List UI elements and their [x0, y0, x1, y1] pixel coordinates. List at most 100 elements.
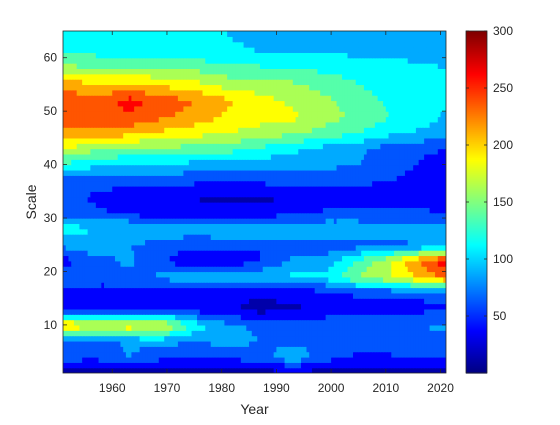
heatmap-cell: [303, 308, 308, 315]
heatmap-cell: [374, 218, 379, 224]
heatmap-cell: [207, 228, 212, 235]
heatmap-cell: [333, 319, 338, 326]
heatmap-cell: [158, 324, 163, 331]
heatmap-cell: [352, 234, 357, 240]
heatmap-cell: [147, 340, 152, 347]
heatmap-cell: [218, 346, 223, 353]
heatmap-cell: [114, 250, 119, 257]
heatmap-cell: [202, 324, 206, 331]
heatmap-cell: [161, 303, 165, 310]
heatmap-cell: [82, 185, 86, 192]
heatmap-cell: [298, 314, 302, 321]
heatmap-cell: [265, 324, 269, 331]
heatmap-cell: [314, 196, 319, 203]
heatmap-cell: [443, 330, 446, 337]
heatmap-cell: [156, 271, 160, 278]
heatmap-cell: [402, 207, 406, 214]
heatmap-cell: [205, 250, 209, 257]
heatmap-cell: [164, 250, 168, 257]
heatmap-cell: [273, 362, 277, 369]
heatmap-cell: [298, 367, 302, 373]
heatmap-cell: [164, 298, 168, 305]
heatmap-cell: [279, 191, 283, 198]
heatmap-cell: [257, 324, 261, 331]
heatmap-cell: [161, 202, 165, 208]
heatmap-cell: [243, 196, 247, 203]
heatmap-cell: [172, 218, 176, 224]
heatmap-cell: [347, 223, 351, 230]
heatmap-cell: [361, 191, 365, 198]
heatmap-cell: [65, 324, 70, 331]
heatmap-cell: [147, 266, 152, 273]
heatmap-cell: [355, 260, 360, 267]
heatmap-cell: [325, 260, 329, 267]
heatmap-cell: [383, 282, 387, 289]
heatmap-cell: [402, 324, 406, 331]
heatmap-cell: [177, 340, 182, 347]
heatmap-cell: [309, 351, 313, 358]
heatmap-cell: [156, 298, 160, 305]
heatmap-cell: [87, 292, 91, 299]
heatmap-cell: [295, 298, 299, 305]
heatmap-cell: [314, 292, 319, 299]
heatmap-cell: [287, 340, 291, 347]
heatmap-cell: [399, 239, 403, 246]
heatmap-cell: [311, 266, 316, 273]
heatmap-cell: [372, 223, 376, 230]
heatmap-cell: [240, 196, 245, 203]
heatmap-cell: [279, 340, 283, 347]
heatmap-cell: [106, 266, 111, 273]
heatmap-cell: [295, 287, 299, 294]
heatmap-cell: [443, 308, 446, 315]
heatmap-cell: [432, 255, 436, 262]
heatmap-cell: [383, 346, 387, 353]
heatmap-cell: [410, 223, 414, 230]
heatmap-cell: [169, 244, 174, 251]
heatmap-cell: [339, 330, 343, 337]
heatmap-cell: [374, 228, 379, 235]
heatmap-cell: [216, 330, 220, 337]
heatmap-cell: [136, 250, 141, 257]
heatmap-cell: [279, 260, 283, 267]
heatmap-cell: [90, 202, 94, 208]
heatmap-cell: [101, 362, 105, 369]
heatmap-cell: [429, 218, 433, 224]
heatmap-cell: [221, 335, 226, 342]
heatmap-cell: [71, 335, 75, 342]
heatmap-cell: [161, 362, 165, 369]
heatmap-cell: [136, 202, 141, 208]
heatmap-cell: [344, 298, 349, 305]
heatmap-cell: [117, 303, 122, 310]
heatmap-cell: [279, 255, 283, 262]
heatmap-cell: [383, 351, 387, 358]
heatmap-cell: [385, 196, 390, 203]
heatmap-cell: [322, 255, 327, 262]
heatmap-cell: [287, 319, 291, 326]
heatmap-cell: [202, 180, 206, 187]
heatmap-cell: [123, 218, 127, 224]
heatmap-cell: [309, 185, 313, 192]
heatmap-cell: [320, 319, 324, 326]
heatmap-cell: [369, 207, 373, 214]
heatmap-cell: [207, 244, 212, 251]
heatmap-cell: [188, 255, 193, 262]
heatmap-cell: [344, 335, 349, 342]
heatmap-cell: [402, 287, 406, 294]
heatmap-cell: [443, 196, 446, 203]
heatmap-cell: [131, 250, 135, 257]
heatmap-cell: [292, 314, 297, 321]
heatmap-cell: [194, 218, 198, 224]
heatmap-cell: [218, 308, 223, 315]
heatmap-cell: [205, 244, 209, 251]
heatmap-cell: [259, 244, 264, 251]
heatmap-cell: [90, 351, 94, 358]
heatmap-cell: [388, 314, 392, 321]
heatmap-cell: [90, 346, 94, 353]
heatmap-cell: [259, 239, 264, 246]
heatmap-cell: [418, 298, 422, 305]
heatmap-cell: [98, 191, 102, 198]
heatmap-cell: [142, 287, 146, 294]
heatmap-cell: [150, 282, 154, 289]
heatmap-cell: [145, 276, 149, 283]
heatmap-cell: [325, 180, 329, 187]
